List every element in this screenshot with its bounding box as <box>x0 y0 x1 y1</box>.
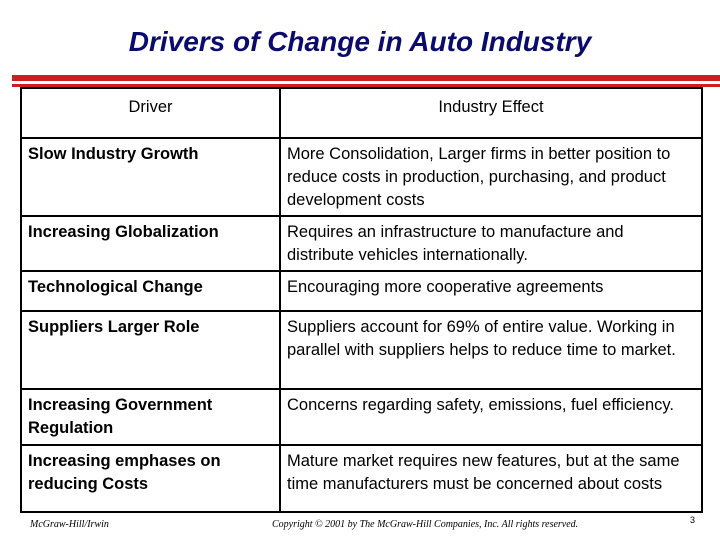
effect-cell: More Consolidation, Larger firms in bett… <box>279 137 703 217</box>
effect-cell: Concerns regarding safety, emissions, fu… <box>279 388 703 446</box>
table-row: Suppliers Larger Role Suppliers account … <box>20 310 703 390</box>
effect-cell: Suppliers account for 69% of entire valu… <box>279 310 703 390</box>
copyright-notice: Copyright © 2001 by The McGraw-Hill Comp… <box>272 519 579 530</box>
effect-cell: Encouraging more cooperative agreements <box>279 270 703 312</box>
driver-cell: Technological Change <box>20 270 281 312</box>
driver-cell: Slow Industry Growth <box>20 137 281 217</box>
driver-cell: Suppliers Larger Role <box>20 310 281 390</box>
publisher-label: McGraw-Hill/Irwin <box>30 519 109 530</box>
table-header-row: Driver Industry Effect <box>20 87 703 139</box>
divider-thin-line <box>12 84 720 87</box>
driver-cell: Increasing Globalization <box>20 215 281 272</box>
table-row: Increasing Government Regulation Concern… <box>20 388 703 446</box>
effect-cell: Requires an infrastructure to manufactur… <box>279 215 703 272</box>
table-row: Technological Change Encouraging more co… <box>20 270 703 312</box>
driver-cell: Increasing emphases on reducing Costs <box>20 444 281 513</box>
table-row: Increasing Globalization Requires an inf… <box>20 215 703 272</box>
slide-footer: McGraw-Hill/Irwin Copyright © 2001 by Th… <box>0 515 720 540</box>
drivers-table: Driver Industry Effect Slow Industry Gro… <box>20 87 703 513</box>
header-driver: Driver <box>20 87 281 139</box>
table-row: Slow Industry Growth More Consolidation,… <box>20 137 703 217</box>
divider-thick-line <box>12 75 720 81</box>
header-industry-effect: Industry Effect <box>279 87 703 139</box>
slide-title: Drivers of Change in Auto Industry <box>128 26 592 57</box>
table-row: Increasing emphases on reducing Costs Ma… <box>20 444 703 513</box>
page-number: 3 <box>690 515 696 525</box>
title-divider <box>12 75 720 89</box>
effect-cell: Mature market requires new features, but… <box>279 444 703 513</box>
driver-cell: Increasing Government Regulation <box>20 388 281 446</box>
